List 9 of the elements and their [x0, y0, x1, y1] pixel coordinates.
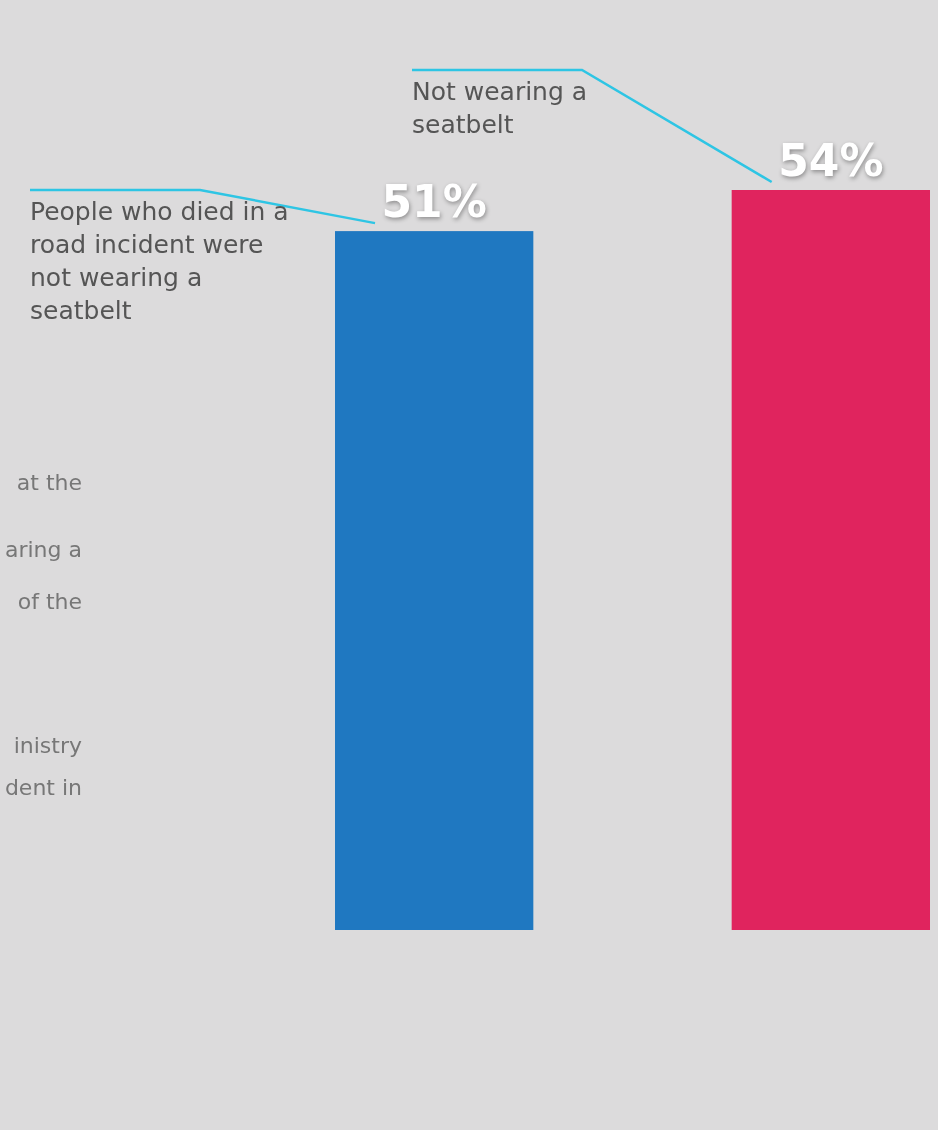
text: dent in [4, 775, 82, 800]
text: at the [16, 470, 82, 495]
text: aring a [4, 537, 82, 562]
text: inistry [13, 733, 82, 758]
data-label: 51% [381, 176, 487, 228]
text: of the [17, 589, 82, 614]
annotation: People who died in a road incident were not wearing a seatbelt [30, 197, 289, 325]
text: Not wearing a seatbelt [412, 77, 588, 139]
data-label: 54% [778, 135, 884, 186]
